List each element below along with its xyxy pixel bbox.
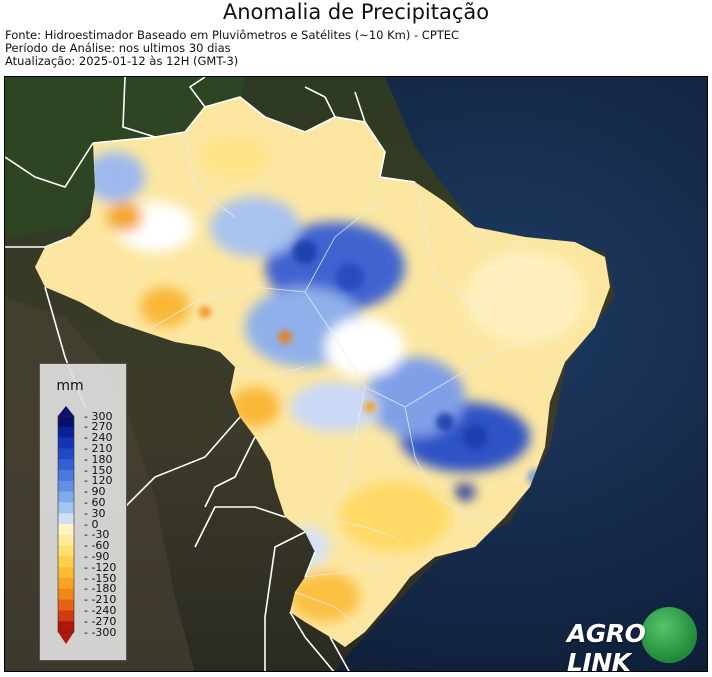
legend-color-step [58,610,74,622]
logo-text: AGRO LINK [567,619,646,672]
legend-colorbar [57,406,75,644]
legend-tick-label: - 270 [84,420,113,434]
legend-unit: mm [56,378,84,394]
legend-color-step [58,480,74,493]
state-borders [144,131,566,633]
legend-tick-label: - 150 [84,463,113,477]
legend-tick-label: - -60 [84,539,110,553]
legend-tick-label: - 90 [84,485,106,499]
legend-color-step [58,534,74,547]
source-text: Fonte: Hidroestimador Baseado em Pluviôm… [5,28,460,42]
legend-bar-outline [57,415,75,633]
legend-tick-label: - 120 [84,474,113,488]
legend-tick-label: - -150 [84,571,117,585]
legend-color-step [58,556,74,568]
legend-color-step [58,599,74,611]
legend-tick-label: - -210 [84,593,117,607]
legend-color-step [58,502,74,514]
legend-tick-label: - 30 [84,506,106,520]
agrolink-logo: AGRO LINK [567,607,697,671]
legend-tick-label: - 180 [84,452,113,466]
legend-color-step [58,578,74,590]
legend-tick-label: - -90 [84,549,110,563]
period-text: Período de Análise: nos ultimos 30 dias [5,41,231,55]
legend-color-step [58,621,74,633]
legend-tick-label: - 210 [84,441,113,455]
logo-circle [641,607,697,663]
map-title: Anomalia de Precipitação [222,0,490,24]
legend-color-step [58,426,74,439]
legend-arrow-min [58,632,74,644]
legend-tick-label: - 60 [84,495,106,509]
legend-tick-label: - 240 [84,431,113,445]
legend-color-step [58,416,74,428]
legend-color-step [58,524,74,536]
legend-tick-label: - 300 [84,409,113,423]
legend-color-step [58,567,74,579]
legend-color-step [58,470,74,482]
legend-color-step [58,513,74,525]
legend-tick-label: - -30 [84,528,110,542]
legend-tick-label: - -180 [84,582,117,596]
map-frame: mm - 300- 270- 240- 210- 180- 150- 120- … [4,76,708,672]
updated-text: Atualização: 2025-01-12 às 12H (GMT-3) [5,54,239,68]
legend-color-step [58,588,74,601]
legend-tick-label: - -270 [84,614,117,628]
legend-color-step [58,448,74,460]
legend-arrow-max [58,406,74,416]
legend-tick-label: - -120 [84,560,117,574]
legend-tick-label: - 0 [84,517,99,531]
legend-tick-label: - -300 [84,625,117,639]
legend-color-step [58,491,74,503]
legend-panel: mm - 300- 270- 240- 210- 180- 150- 120- … [39,363,127,661]
legend-tick-label: - -240 [84,603,117,617]
legend-color-step [58,545,74,557]
legend-color-step [58,437,74,449]
legend-color-step [58,459,74,471]
